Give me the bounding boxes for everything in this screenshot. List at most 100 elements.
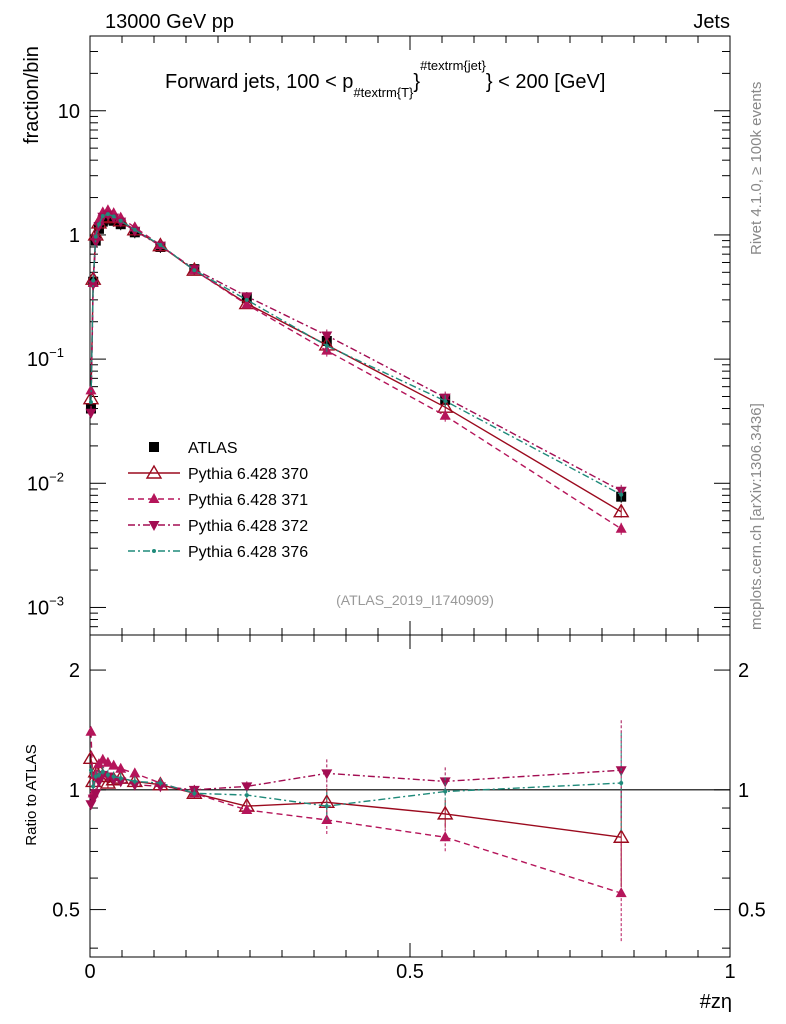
ratio-series-point: [82, 749, 100, 765]
main-series-line: [90, 209, 622, 530]
main-series-point: [321, 331, 333, 342]
y-tick-label-base: 10: [27, 473, 49, 495]
ratio-series-point: [85, 725, 97, 736]
main-series-point: [324, 343, 329, 348]
ratio-series-point: [91, 784, 96, 789]
legend-label: Pythia 6.428 376: [188, 544, 308, 561]
ratio-series-point: [102, 756, 114, 767]
ratio-series-point: [108, 759, 120, 770]
ratio-series-point: [439, 777, 451, 788]
legend-label: Pythia 6.428 370: [188, 466, 308, 483]
ratio-series-group: [82, 720, 630, 944]
main-series-point: [132, 227, 137, 232]
ratio-series-point: [158, 781, 163, 786]
ratio-series-point: [90, 789, 102, 800]
main-series-point: [615, 522, 627, 533]
ratio-series-point: [96, 772, 101, 777]
ratio-y-tick-label-left: 0.5: [52, 900, 80, 922]
ratio-series-point: [93, 774, 98, 779]
main-series-point: [111, 214, 116, 219]
main-series-point: [96, 222, 101, 227]
ratio-y-tick-label-left: 1: [69, 780, 80, 802]
ratio-series-point: [615, 766, 627, 777]
legend: ATLAS Pythia 6.428 370 Pythia 6.428 371 Pyt…: [128, 440, 308, 561]
y-tick-label: 10−3: [27, 593, 64, 619]
ratio-series-point: [93, 777, 105, 788]
y-tick-label-base: 10: [27, 597, 49, 619]
ratio-y-tick-label-right: 0.5: [738, 900, 766, 922]
ratio-series-line: [90, 769, 622, 805]
ratio-series-point: [111, 774, 116, 779]
main-series-point: [90, 237, 102, 248]
main-series-point: [93, 222, 105, 233]
ratio-y-tick-label-right: 2: [738, 660, 749, 682]
y-tick-label: 1: [69, 225, 80, 247]
ratio-series-point: [615, 887, 627, 898]
ratio-y-tick-label-left: 2: [69, 660, 80, 682]
main-y-axis-label: fraction/bin: [21, 46, 43, 144]
ratio-series-point: [439, 831, 451, 842]
ratio-panel: 0 0.5 1 2 2 1 1 0.5 0.5 Ratio to ATLAS #zη: [23, 634, 766, 1013]
title-end-text: } < 200 [GeV]: [486, 71, 606, 93]
analysis-tag: (ATLAS_2019_I1740909): [336, 592, 494, 608]
main-series-point: [612, 503, 630, 518]
mcplots-source-label: mcplots.cern.ch [arXiv:1306.3436]: [748, 403, 765, 630]
legend-marker: [152, 549, 156, 553]
ratio-series-point: [132, 779, 137, 784]
main-series-point: [241, 292, 253, 303]
ratio-axis-ticks: 0 0.5 1 2 2 1 1 0.5 0.5: [52, 635, 766, 983]
main-series-point: [105, 212, 110, 217]
main-series-point: [192, 268, 197, 273]
legend-label: ATLAS: [188, 440, 238, 457]
ratio-series-point: [436, 805, 454, 820]
main-series-point: [619, 492, 624, 497]
ratio-series-line: [90, 770, 622, 807]
main-series-point: [85, 408, 97, 419]
ratio-series-point: [105, 772, 110, 777]
ratio-y-tick-label-right: 1: [738, 780, 749, 802]
legend-marker: [148, 493, 160, 503]
ratio-series-point: [154, 782, 166, 793]
x-tick-label: 0.5: [396, 961, 424, 983]
main-series-line: [90, 213, 622, 492]
ratio-series-point: [99, 774, 117, 789]
main-series-point: [88, 400, 93, 405]
y-tick-label-exponent: −3: [49, 593, 64, 608]
y-tick-label-base: 10: [27, 349, 49, 371]
main-series-line: [90, 216, 622, 513]
ratio-series-point: [443, 789, 448, 794]
ratio-series-point: [88, 768, 93, 773]
ratio-series-point: [241, 803, 253, 814]
main-series-point: [100, 214, 105, 219]
ratio-y-axis-label: Ratio to ATLAS: [23, 744, 40, 845]
title-superscript: #textrm{jet}: [420, 58, 486, 73]
main-series-point: [158, 242, 163, 247]
legend-marker: [148, 521, 160, 531]
legend-marker: [145, 464, 163, 479]
x-tick-label: 0: [84, 961, 95, 983]
title-subscript: #textrm{T}: [353, 85, 414, 100]
ratio-series-point: [324, 804, 329, 809]
main-series-point: [244, 297, 249, 302]
ratio-series-line: [90, 758, 622, 838]
legend-label: Pythia 6.428 372: [188, 518, 308, 535]
title-main-text: Forward jets, 100 < p: [165, 71, 353, 93]
y-tick-label-exponent: −2: [49, 469, 64, 484]
y-tick-label-exponent: −1: [49, 345, 64, 360]
main-series-line: [90, 213, 622, 496]
rivet-version-label: Rivet 4.1.0, ≥ 100k events: [748, 82, 765, 255]
x-axis-label: #zη: [700, 991, 732, 1013]
ratio-series-point: [115, 777, 127, 788]
ratio-series-point: [192, 791, 197, 796]
header-energy-label: 13000 GeV pp: [105, 11, 234, 33]
ratio-series-point: [129, 767, 141, 778]
ratio-series-point: [129, 780, 141, 791]
y-tick-label: 10−1: [27, 345, 64, 371]
x-tick-label: 1: [724, 961, 735, 983]
ratio-series-point: [244, 793, 249, 798]
y-tick-label: 10−2: [27, 469, 64, 495]
ratio-series-point: [115, 762, 127, 773]
main-series-point: [439, 409, 451, 420]
main-series-point: [241, 298, 253, 309]
